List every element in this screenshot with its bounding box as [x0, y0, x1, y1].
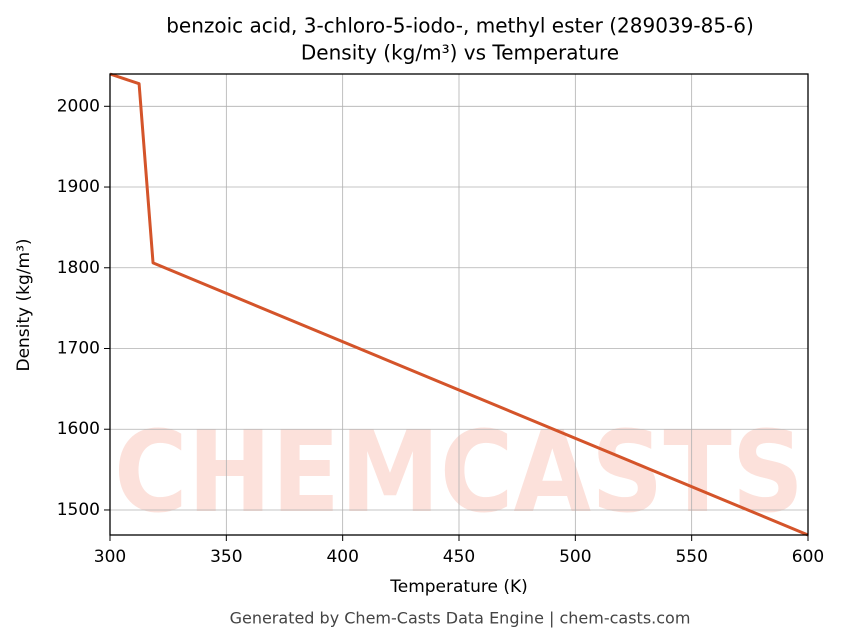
x-tick-label: 400 [326, 547, 358, 567]
footer: Generated by Chem-Casts Data Engine | ch… [230, 609, 691, 628]
y-tick-label: 1500 [57, 500, 100, 520]
y-tick-label: 1800 [57, 258, 100, 278]
y-tick-label: 1700 [57, 339, 100, 359]
x-tick-label: 350 [210, 547, 242, 567]
x-tick-label: 600 [792, 547, 824, 567]
y-tick-label: 2000 [57, 96, 100, 116]
plot-frame [109, 73, 809, 536]
x-tick-label: 550 [675, 547, 707, 567]
chart-title: benzoic acid, 3-chloro-5-iodo-, methyl e… [166, 14, 754, 38]
y-tick-label: 1600 [57, 419, 100, 439]
x-tick-label: 500 [559, 547, 591, 567]
data-line [109, 72, 809, 537]
y-axis-label: Density (kg/m³) [14, 238, 34, 371]
y-tick-label: 1900 [57, 177, 100, 197]
x-tick-label: 300 [94, 547, 126, 567]
chart-subtitle: Density (kg/m³) vs Temperature [301, 41, 619, 65]
x-tick-label: 450 [443, 547, 475, 567]
x-axis-label: Temperature (K) [389, 577, 528, 597]
